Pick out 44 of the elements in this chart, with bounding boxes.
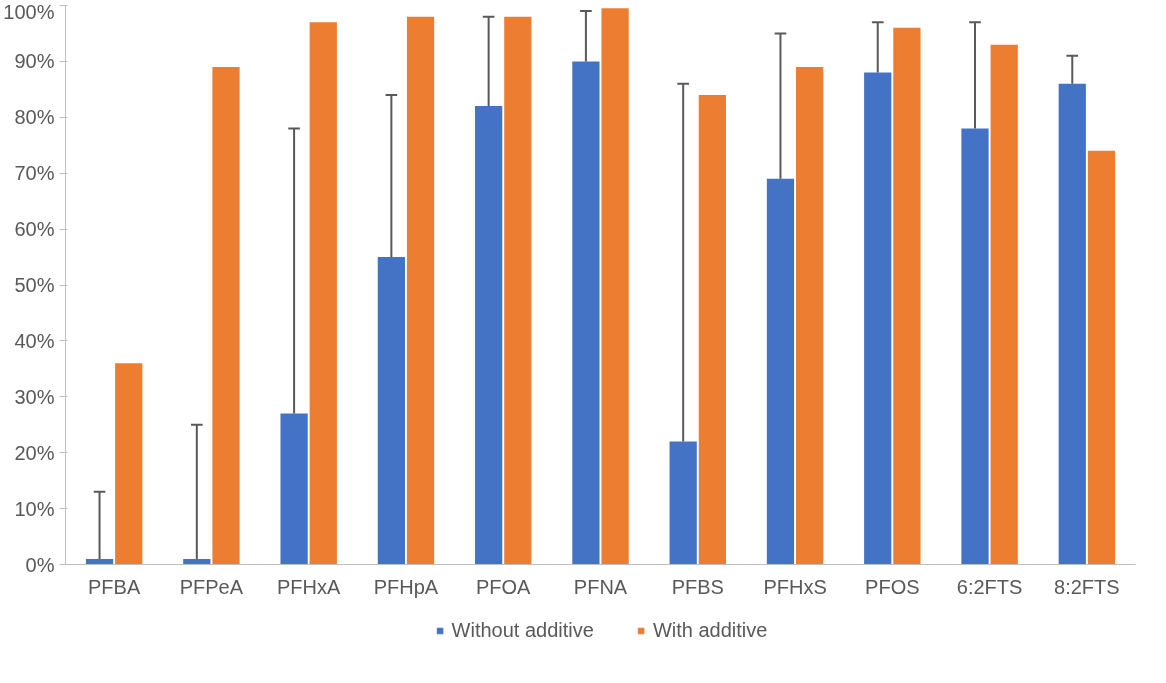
legend-label: With additive	[652, 618, 768, 642]
x-tick-label: PFOA	[476, 575, 532, 598]
bar	[961, 128, 989, 565]
bar	[212, 66, 240, 565]
x-tick-label: PFNA	[573, 575, 628, 598]
bar	[280, 413, 308, 565]
legend-label: Without additive	[451, 618, 594, 642]
x-tick-label: PFOS	[865, 575, 920, 598]
bar	[309, 22, 337, 565]
y-tick-label: 80%	[14, 106, 55, 129]
bar	[796, 66, 824, 565]
y-tick-label: 20%	[14, 441, 55, 464]
x-tick-label: PFBS	[671, 575, 724, 598]
bar	[1058, 83, 1086, 565]
x-tick-label: PFHxA	[277, 575, 342, 598]
x-tick-label: PFHpA	[373, 575, 439, 598]
bar	[766, 178, 795, 565]
x-tick-label: 6:2FTS	[956, 575, 1023, 598]
bar	[698, 94, 726, 565]
bar	[601, 8, 629, 565]
bar	[990, 44, 1018, 565]
y-tick-label: 0%	[25, 553, 55, 576]
y-tick-label: 100%	[3, 0, 55, 23]
y-tick-label: 90%	[14, 50, 55, 73]
y-tick-label: 70%	[14, 162, 55, 185]
bar	[377, 257, 405, 565]
x-tick-label: PFHxS	[763, 575, 827, 598]
y-tick-label: 10%	[14, 497, 55, 520]
bar	[504, 16, 532, 565]
x-tick-label: PFPeA	[179, 575, 244, 598]
x-tick-label: PFBA	[88, 575, 141, 598]
bar	[475, 106, 503, 565]
bar	[669, 441, 697, 565]
bar	[893, 27, 921, 565]
y-tick-label: 30%	[14, 385, 55, 408]
bar	[572, 61, 600, 565]
y-tick-label: 50%	[14, 274, 55, 296]
bar	[115, 363, 143, 565]
y-tick-label: 60%	[14, 218, 55, 241]
bar	[406, 16, 435, 565]
bar	[864, 72, 892, 565]
x-tick-label: 8:2FTS	[1054, 575, 1120, 598]
y-tick-label: 40%	[14, 329, 55, 352]
bar	[1087, 150, 1116, 565]
